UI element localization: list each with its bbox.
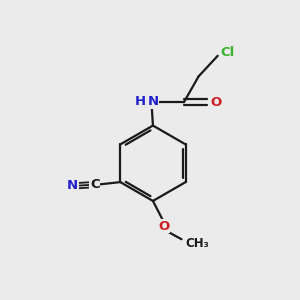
Text: N: N	[147, 95, 158, 108]
Text: N: N	[67, 179, 78, 192]
Text: C: C	[90, 178, 100, 191]
Text: Cl: Cl	[220, 46, 234, 59]
Text: CH₃: CH₃	[185, 237, 209, 250]
Text: H: H	[135, 95, 146, 108]
Text: O: O	[211, 96, 222, 109]
Text: O: O	[158, 220, 169, 233]
